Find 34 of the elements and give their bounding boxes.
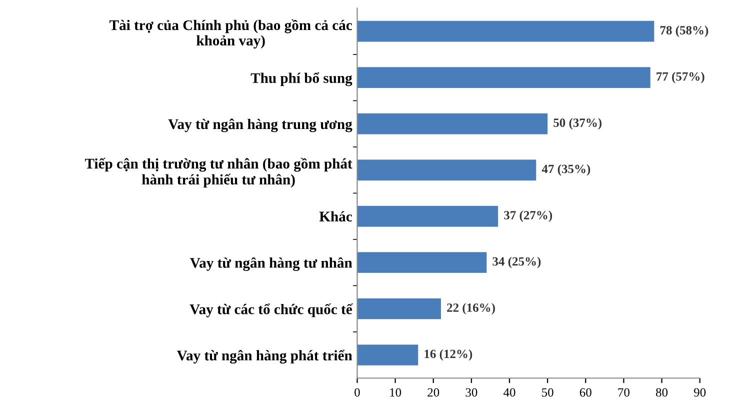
data-label: 22 (16%) bbox=[447, 303, 495, 314]
x-tick-label: 30 bbox=[466, 388, 478, 397]
data-label: 34 (25%) bbox=[492, 256, 541, 268]
bar bbox=[357, 298, 441, 320]
bar bbox=[357, 160, 536, 180]
x-tick-label: 50 bbox=[542, 388, 554, 397]
y-tick-label: Vay từ ngân hàng trung ương bbox=[168, 118, 352, 132]
y-tick-label: Khác bbox=[319, 211, 352, 222]
y-tick-label: Tiếp cận thị trường tư nhân (bao gồm phát hành trái phiếu tư nhân) bbox=[84, 158, 352, 188]
data-label: 50 (37%) bbox=[554, 118, 602, 130]
bar bbox=[357, 67, 650, 88]
data-label: 37 (27%) bbox=[504, 210, 552, 222]
y-tick-label: Tài trợ của Chính phủ (bao gồm cả các khoản vay) bbox=[110, 19, 352, 48]
data-label: 78 (58%) bbox=[660, 26, 708, 38]
data-label: 47 (35%) bbox=[542, 164, 590, 176]
x-tick-label: 0 bbox=[354, 388, 360, 397]
data-label: 77 (57%) bbox=[656, 72, 704, 84]
x-tick-label: 60 bbox=[580, 388, 592, 397]
bar bbox=[357, 113, 548, 134]
bar bbox=[357, 252, 487, 273]
y-tick-label: Vay từ các tổ chức quốc tế bbox=[190, 303, 354, 318]
x-tick-label: 90 bbox=[694, 388, 706, 397]
bar bbox=[357, 344, 418, 366]
bar bbox=[357, 206, 498, 227]
x-tick-label: 70 bbox=[618, 388, 630, 397]
x-tick-label: 40 bbox=[503, 388, 516, 397]
x-tick-label: 80 bbox=[656, 388, 668, 397]
x-tick-label: 20 bbox=[428, 388, 440, 397]
x-tick-label: 10 bbox=[390, 388, 402, 397]
y-tick-label: Thu phí bổ sung bbox=[250, 72, 352, 86]
y-tick-label: Vay từ ngân hàng phát triển bbox=[176, 350, 352, 364]
y-tick-label: Vay từ ngân hàng tư nhân bbox=[190, 257, 352, 271]
bar bbox=[357, 20, 654, 42]
data-label: 16 (12%) bbox=[424, 349, 472, 361]
